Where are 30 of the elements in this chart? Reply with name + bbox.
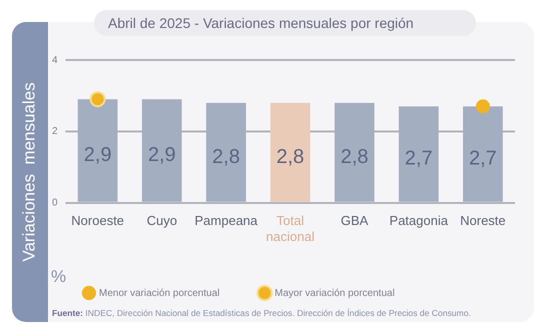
bar bbox=[462, 106, 503, 202]
data-label: 2,9 bbox=[84, 144, 112, 166]
x-tick-label: Patagonia bbox=[389, 213, 449, 228]
data-label: 2,8 bbox=[276, 146, 304, 168]
data-label: 2,8 bbox=[340, 146, 368, 168]
legend-label: Mayor variación porcentual bbox=[274, 288, 395, 299]
chart-title: Abril de 2025 - Variaciones mensuales por región bbox=[94, 10, 476, 36]
text: % bbox=[51, 267, 66, 287]
bar bbox=[334, 102, 374, 202]
x-tick-label: Pampeana bbox=[194, 213, 258, 228]
x-tick-label: Noroeste bbox=[71, 213, 124, 228]
data-label: 2,7 bbox=[468, 148, 497, 170]
x-tick-label: GBA bbox=[340, 213, 369, 228]
y-tick-label: 2 bbox=[52, 126, 58, 138]
data-label: 2,9 bbox=[148, 144, 176, 166]
data-label: 2,7 bbox=[404, 148, 433, 170]
x-tick-label: Noreste bbox=[460, 213, 506, 228]
bar bbox=[270, 102, 310, 202]
x-tick-label: Cuyo bbox=[146, 213, 178, 228]
y-axis-title: Variaciones mensuales bbox=[20, 82, 40, 262]
y-tick-label: 0 bbox=[52, 198, 58, 209]
y-tick-label: 4 bbox=[52, 54, 58, 66]
x-tick-label: Total nacional bbox=[266, 213, 315, 244]
bar bbox=[78, 99, 118, 202]
bar bbox=[142, 99, 182, 202]
data-label: 2,8 bbox=[212, 146, 240, 168]
bar bbox=[206, 102, 246, 202]
bar bbox=[398, 106, 439, 202]
source-note: Fuente: INDEC, Dirección Nacional de Estadísticas de Precios. Dirección de Índices de Precios de Consumo. bbox=[52, 308, 471, 318]
legend-label: Menor variación porcentual bbox=[99, 288, 220, 299]
